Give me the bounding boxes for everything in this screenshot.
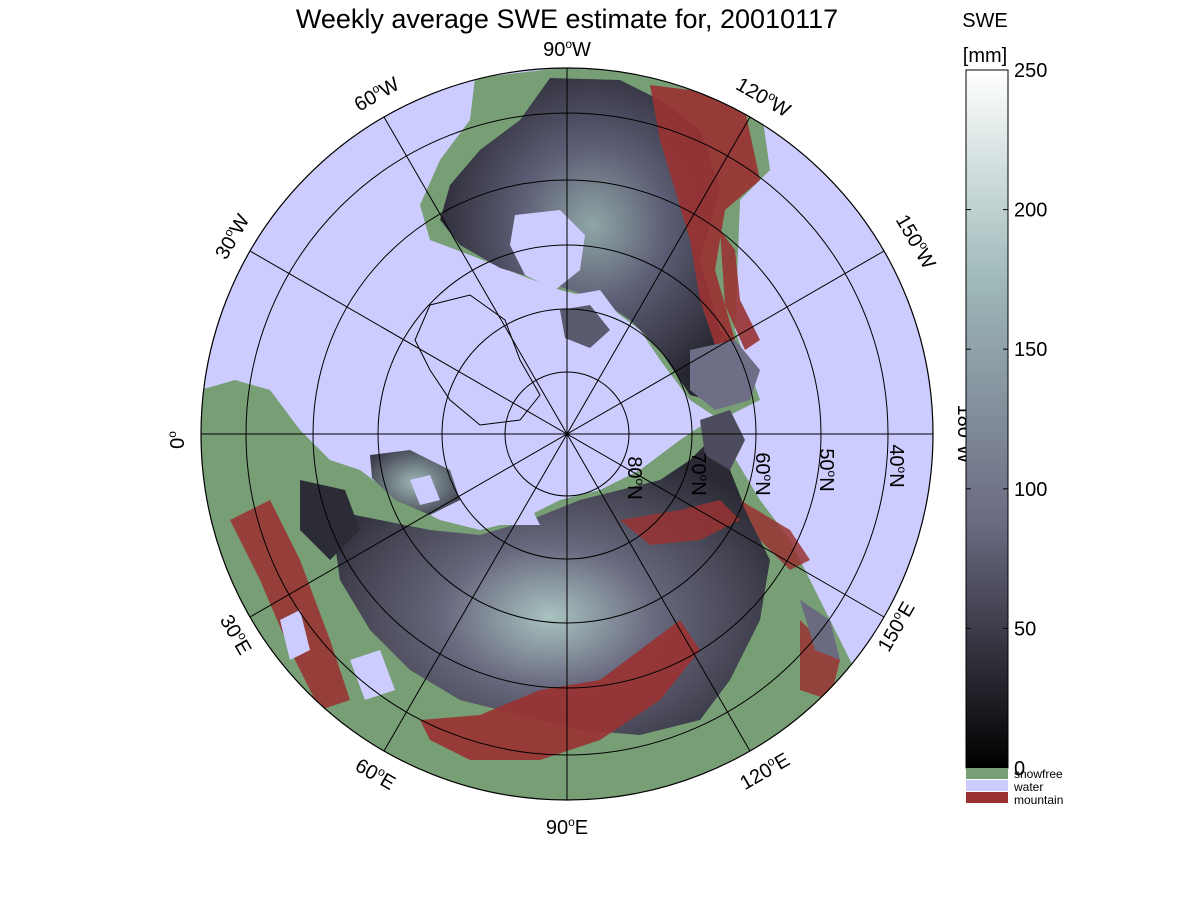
legend-label-water: water bbox=[1013, 780, 1043, 794]
legend-swatch-snowfree bbox=[966, 768, 1008, 779]
map-frame bbox=[200, 67, 934, 801]
lon-label-150w: 150oW bbox=[891, 210, 941, 273]
colorbar-tick-label: 0 bbox=[1014, 758, 1025, 780]
colorbar-label-line2: [mm] bbox=[963, 45, 1007, 67]
meridians bbox=[201, 68, 933, 800]
polar-map bbox=[201, 68, 933, 800]
lat-label-40n: 40oN bbox=[885, 444, 909, 487]
colorbar-tick-label: 100 bbox=[1014, 479, 1047, 501]
lat-label-50n: 50oN bbox=[815, 448, 839, 491]
lon-label-90w: 90oW bbox=[543, 37, 591, 61]
lat-label-80n: 80oN bbox=[623, 456, 647, 499]
page-title: Weekly average SWE estimate for, 2001011… bbox=[295, 4, 839, 34]
lon-label-90e: 90oE bbox=[546, 815, 588, 839]
lat-label-60n: 60oN bbox=[751, 452, 775, 495]
colorbar: SWE [mm] 0 50 100 150 200 250 bbox=[962, 10, 1047, 780]
legend-label-snowfree: snowfree bbox=[1014, 767, 1063, 781]
legend-swatch-water bbox=[966, 780, 1008, 791]
lon-label-0: 0o bbox=[165, 431, 189, 449]
colorbar-tick-label: 250 bbox=[1014, 60, 1047, 82]
lon-label-60w: 60oW bbox=[350, 72, 404, 117]
colorbar-tick-label: 50 bbox=[1014, 618, 1036, 640]
legend-swatch-mountain bbox=[966, 792, 1008, 803]
colorbar-label-line1: SWE bbox=[962, 10, 1008, 32]
legend-label-mountain: mountain bbox=[1014, 793, 1063, 807]
colorbar-ticks: 0 50 100 150 200 250 bbox=[966, 60, 1047, 780]
north-america-landmass bbox=[414, 68, 770, 426]
eurasia-landmass bbox=[201, 380, 860, 800]
colorbar-tick-label: 200 bbox=[1014, 200, 1047, 222]
lat-label-70n: 70oN bbox=[687, 452, 711, 495]
colorbar-gradient bbox=[965, 69, 1009, 769]
latitude-labels: 80oN 70oN 60oN 50oN 40oN bbox=[623, 444, 909, 499]
lon-label-60e: 60oE bbox=[351, 753, 400, 795]
colorbar-tick-label: 150 bbox=[1014, 339, 1047, 361]
legend: snowfree water mountain bbox=[966, 767, 1063, 807]
